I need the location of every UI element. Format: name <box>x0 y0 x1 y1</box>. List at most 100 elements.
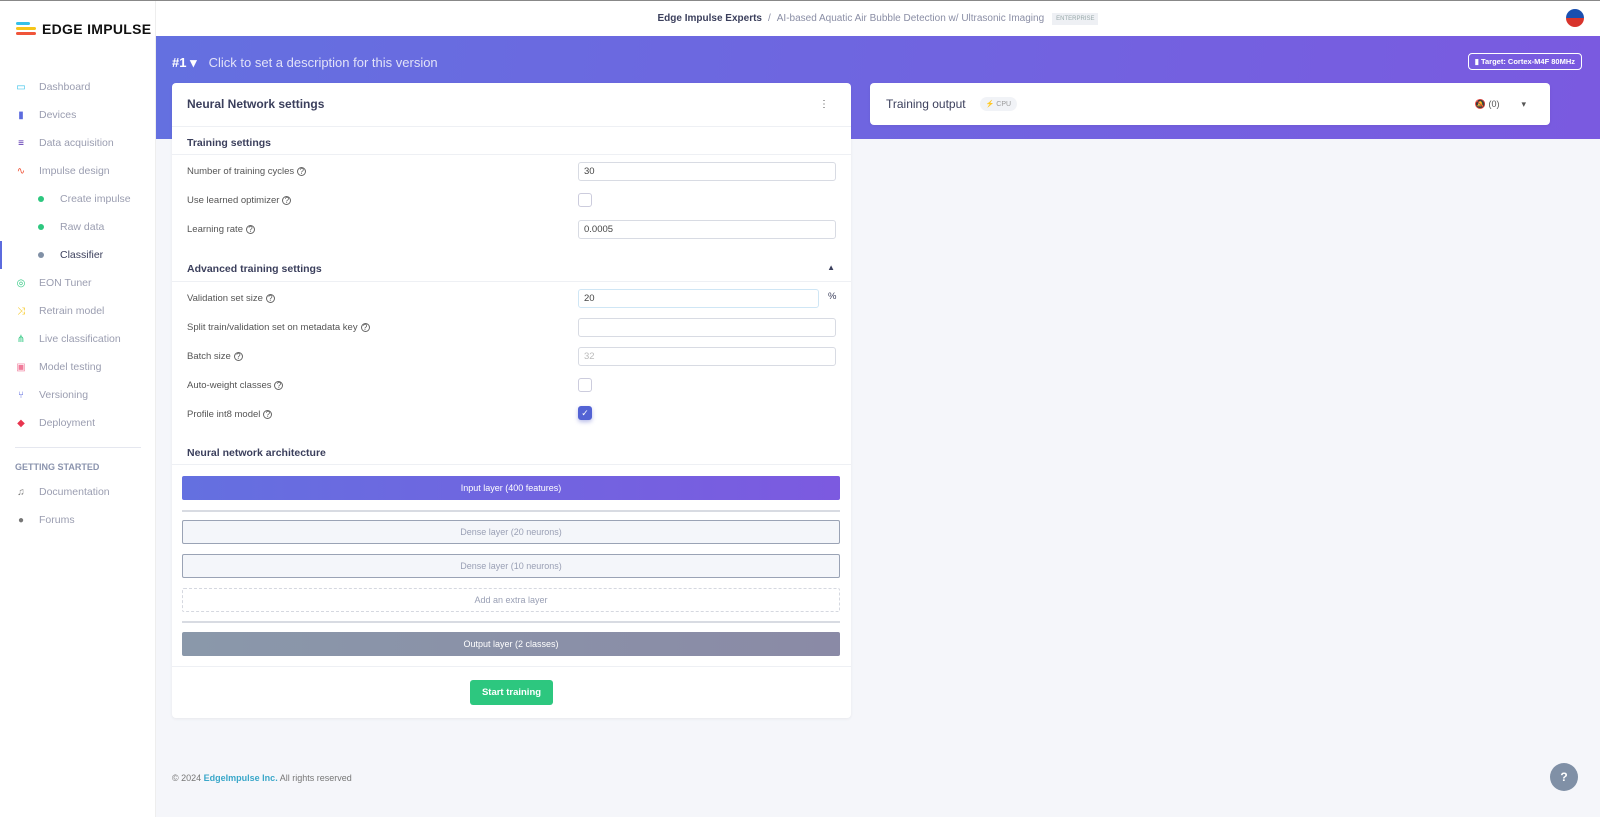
target-button[interactable]: ▮ Target: Cortex-M4F 80MHz <box>1467 53 1582 70</box>
training-output-card: Training output ⚡ CPU 🔕 (0) ▾ <box>870 83 1550 125</box>
monitor-icon: ▭ <box>16 81 26 93</box>
output-layer[interactable]: Output layer (2 classes) <box>182 632 840 656</box>
auto-weight-checkbox[interactable] <box>578 378 592 392</box>
lightning-icon: ⚡ <box>985 101 995 108</box>
sidebar-item-label: Retrain model <box>39 305 105 317</box>
help-button[interactable]: ? <box>1550 763 1578 791</box>
sidebar-item-label: Impulse design <box>39 165 110 177</box>
sidebar-item-documentation[interactable]: ♫ Documentation <box>0 478 156 506</box>
collapse-caret-icon[interactable]: ▲ <box>827 263 835 272</box>
help-icon: ? <box>245 225 255 234</box>
sidebar-item-raw-data[interactable]: Raw data <box>0 213 156 241</box>
notifications-toggle[interactable]: 🔕 (0) <box>1474 98 1500 109</box>
version-description[interactable]: Click to set a description for this vers… <box>208 55 438 70</box>
validation-size-input[interactable] <box>578 289 819 308</box>
training-cycles-input[interactable] <box>578 162 836 181</box>
avatar[interactable] <box>1566 9 1584 27</box>
percent-unit: % <box>828 291 837 302</box>
sidebar-item-label: EON Tuner <box>39 277 92 289</box>
metadata-key-input[interactable] <box>578 318 836 337</box>
compass-icon: ◎ <box>16 277 26 289</box>
learning-rate-label: Learning rate? <box>187 224 255 235</box>
help-icon: ? <box>263 410 273 419</box>
optimizer-label: Use learned optimizer? <box>187 195 292 206</box>
sidebar-nav: ▭ Dashboard ▮ Devices ≡ Data acquisition ∿ Impu… <box>0 73 156 534</box>
cpu-badge: ⚡ CPU <box>979 97 1018 111</box>
learned-optimizer-checkbox[interactable] <box>578 193 592 207</box>
book-icon: ♫ <box>17 486 25 498</box>
learning-rate-input[interactable] <box>578 220 836 239</box>
sidebar-item-data-acquisition[interactable]: ≡ Data acquisition <box>0 129 156 157</box>
chat-icon: ● <box>17 514 25 526</box>
dense-layer[interactable]: Dense layer (10 neurons) <box>182 554 840 578</box>
add-layer-button[interactable]: Add an extra layer <box>182 588 840 612</box>
sidebar-item-label: Data acquisition <box>39 137 114 149</box>
sidebar-item-label: Documentation <box>39 486 110 498</box>
sidebar-item-label: Dashboard <box>39 81 91 93</box>
sidebar-item-eon-tuner[interactable]: ◎ EON Tuner <box>0 269 156 297</box>
sidebar-item-impulse-design[interactable]: ∿ Impulse design <box>0 157 156 185</box>
sidebar-item-create-impulse[interactable]: Create impulse <box>0 185 156 213</box>
sidebar-item-devices[interactable]: ▮ Devices <box>0 101 156 129</box>
sidebar: EDGE IMPULSE ▭ Dashboard ▮ Devices ≡ Data acq… <box>0 1 156 817</box>
sidebar-item-deployment[interactable]: ◆ Deployment <box>0 409 156 437</box>
status-dot-icon <box>38 196 44 202</box>
network-icon: ⋔ <box>16 333 26 345</box>
help-icon: ? <box>360 323 370 332</box>
status-dot-icon <box>38 224 44 230</box>
sidebar-item-model-testing[interactable]: ▣ Model testing <box>0 353 156 381</box>
kebab-menu-icon[interactable]: ⋮ <box>819 99 829 110</box>
sidebar-item-label: Live classification <box>39 333 121 345</box>
sidebar-item-label: Classifier <box>60 249 104 261</box>
breadcrumb-sep: / <box>767 13 771 24</box>
sidebar-item-label: Create impulse <box>60 193 131 205</box>
batch-size-input[interactable] <box>578 347 836 366</box>
autoweight-label: Auto-weight classes? <box>187 380 284 391</box>
sidebar-item-dashboard[interactable]: ▭ Dashboard <box>0 73 156 101</box>
sidebar-item-label: Forums <box>39 514 75 526</box>
getting-started-heading: GETTING STARTED <box>15 462 100 472</box>
input-layer[interactable]: Input layer (400 features) <box>182 476 840 500</box>
breadcrumb-project[interactable]: AI-based Aquatic Air Bubble Detection w/… <box>776 13 1045 24</box>
logo[interactable]: EDGE IMPULSE <box>16 21 151 37</box>
advanced-settings-heading: Advanced training settings <box>187 263 322 275</box>
caret-down-icon: ▾ <box>190 55 197 70</box>
training-output-title: Training output <box>886 97 966 111</box>
help-icon: ? <box>274 381 284 390</box>
help-icon: ? <box>233 352 243 361</box>
int8-label: Profile int8 model? <box>187 409 273 420</box>
topbar: Edge Impulse Experts / AI-based Aquatic … <box>156 1 1600 36</box>
validation-label: Validation set size? <box>187 293 275 304</box>
expand-caret-icon[interactable]: ▾ <box>1521 98 1526 109</box>
database-icon: ≡ <box>18 137 24 149</box>
split-label: Split train/validation set on metadata k… <box>187 322 370 333</box>
shuffle-icon: ⤨ <box>17 305 25 317</box>
branch-icon: ⑂ <box>18 389 24 401</box>
sidebar-item-label: Devices <box>39 109 77 121</box>
clipboard-icon: ▣ <box>16 361 26 373</box>
start-training-button[interactable]: Start training <box>470 680 553 705</box>
help-icon: ? <box>265 294 275 303</box>
sidebar-item-forums[interactable]: ● Forums <box>0 506 156 534</box>
footer: © 2024 EdgeImpulse Inc. All rights reser… <box>172 773 352 783</box>
dense-layer[interactable]: Dense layer (20 neurons) <box>182 520 840 544</box>
sidebar-item-versioning[interactable]: ⑂ Versioning <box>0 381 156 409</box>
version-selector[interactable]: #1 ▾ <box>172 55 197 70</box>
help-icon: ? <box>282 196 292 205</box>
brand-name: EDGE IMPULSE <box>42 21 152 37</box>
card-title: Neural Network settings <box>187 97 325 111</box>
bell-off-icon: 🔕 <box>1474 98 1486 109</box>
chip-icon: ▮ <box>18 109 24 121</box>
profile-int8-checkbox[interactable]: ✓ <box>578 406 592 420</box>
company-link[interactable]: EdgeImpulse Inc. <box>203 773 278 783</box>
sidebar-item-classifier[interactable]: Classifier <box>0 241 156 269</box>
sidebar-item-label: Versioning <box>39 389 89 401</box>
breadcrumb-org[interactable]: Edge Impulse Experts <box>657 13 762 24</box>
sidebar-item-live-classification[interactable]: ⋔ Live classification <box>0 325 156 353</box>
status-dot-icon <box>38 252 44 258</box>
architecture-heading: Neural network architecture <box>187 447 326 459</box>
sidebar-item-retrain-model[interactable]: ⤨ Retrain model <box>0 297 156 325</box>
training-settings-heading: Training settings <box>187 137 272 149</box>
neural-network-settings-card: Neural Network settings ⋮ Training setti… <box>172 83 851 718</box>
batch-label: Batch size? <box>187 351 243 362</box>
